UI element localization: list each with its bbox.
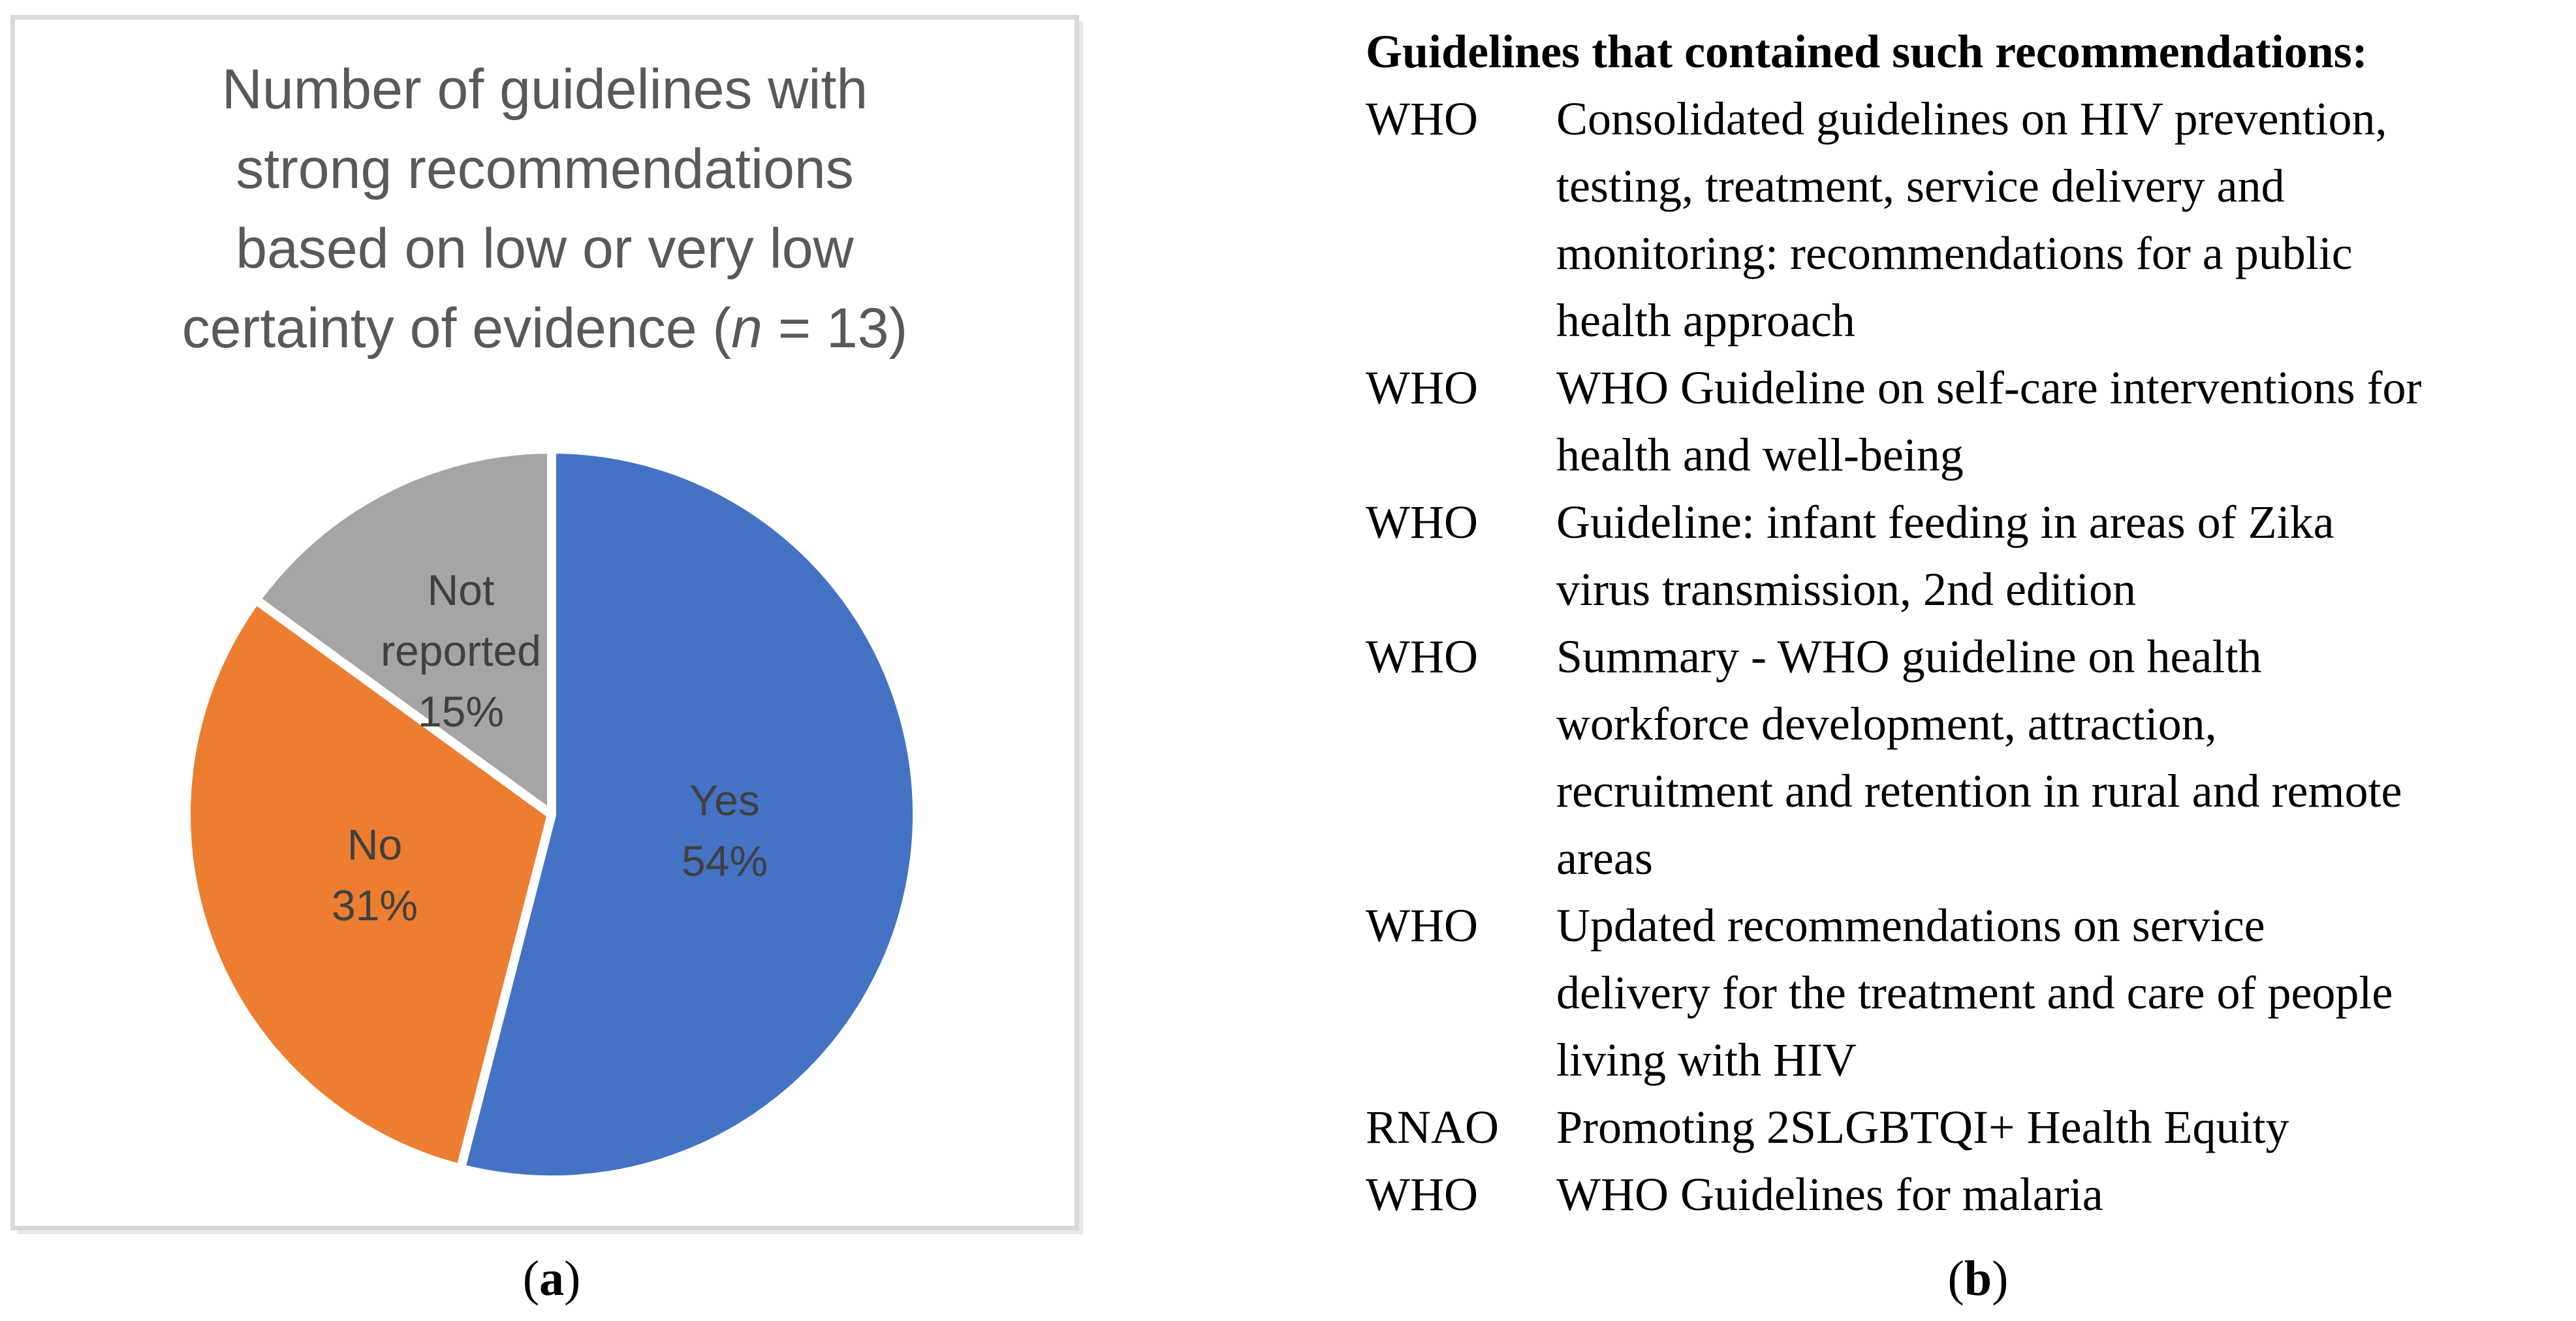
guideline-title-line: monitoring: recommendations for a public xyxy=(1556,227,2353,279)
pie-label-line: 54% xyxy=(681,837,768,885)
pie-label-yes: Yes 54% xyxy=(627,770,823,892)
chart-title-line: certainty of evidence (n = 13) xyxy=(15,288,1075,368)
guideline-title-line: health approach xyxy=(1556,294,1855,347)
caption-b-letter: b xyxy=(1964,1251,1992,1306)
pie-label-line: reported xyxy=(381,627,541,675)
guideline-title: Updated recommendations on service delive… xyxy=(1556,892,2393,1094)
guideline-org: WHO xyxy=(1366,496,1478,548)
guideline-title-line: health and well-being xyxy=(1556,429,1964,481)
pie-label-not-reported: Not reported 15% xyxy=(330,560,591,742)
guideline-title-line: Promoting 2SLGBTQI+ Health Equity xyxy=(1556,1101,2289,1153)
guideline-row: WHO Guideline: infant feeding in areas of… xyxy=(1366,489,2560,623)
pie-label-line: Not xyxy=(427,566,495,614)
guideline-title: WHO Guideline on self-care interventions… xyxy=(1556,354,2422,489)
chart-title-n-italic: n xyxy=(731,297,762,360)
guideline-row: WHO Consolidated guidelines on HIV preven… xyxy=(1366,85,2560,354)
guideline-title-line: recruitment and retention in rural and r… xyxy=(1556,765,2402,817)
guideline-org: RNAO xyxy=(1366,1101,1500,1153)
guideline-title: WHO Guidelines for malaria xyxy=(1556,1161,2103,1228)
pie-label-line: 15% xyxy=(417,687,505,736)
pie-label-line: Yes xyxy=(689,776,760,824)
guideline-title: Promoting 2SLGBTQI+ Health Equity xyxy=(1556,1094,2289,1161)
chart-title-line4-post: = 13) xyxy=(762,297,908,360)
pie-label-no: No 31% xyxy=(277,815,473,936)
guideline-row: WHO WHO Guidelines for malaria xyxy=(1366,1161,2560,1228)
caption-b-open: ( xyxy=(1947,1251,1964,1306)
guideline-org: WHO xyxy=(1366,899,1478,952)
caption-b-close: ) xyxy=(1992,1251,2009,1306)
guideline-title-line: Summary - WHO guideline on health xyxy=(1556,630,2262,683)
chart-title-line: Number of guidelines with xyxy=(221,58,868,121)
guideline-title-line: living with HIV xyxy=(1556,1034,1857,1086)
guideline-rows: WHO Consolidated guidelines on HIV preven… xyxy=(1366,85,2560,1228)
chart-title-line4-pre: certainty of evidence ( xyxy=(181,297,732,360)
guideline-title-line: Guideline: infant feeding in areas of Zi… xyxy=(1556,496,2334,548)
guideline-title-line: areas xyxy=(1556,832,1653,884)
guideline-title-line: virus transmission, 2nd edition xyxy=(1556,563,2136,615)
guideline-row: WHO Summary - WHO guideline on health work… xyxy=(1366,623,2560,892)
guideline-org: WHO xyxy=(1366,93,1478,145)
caption-a-letter: a xyxy=(539,1251,564,1306)
guideline-row: WHO WHO Guideline on self-care interventi… xyxy=(1366,354,2560,489)
guideline-org: WHO xyxy=(1366,1168,1478,1220)
guideline-title-line: workforce development, attraction, xyxy=(1556,698,2217,750)
guideline-row: WHO Updated recommendations on service del… xyxy=(1366,892,2560,1094)
guideline-org: WHO xyxy=(1366,362,1478,414)
chart-title-line: based on low or very low xyxy=(236,217,854,280)
guideline-title-line: delivery for the treatment and care of p… xyxy=(1556,967,2393,1019)
guideline-org: WHO xyxy=(1366,630,1478,683)
caption-a: (a) xyxy=(356,1243,747,1314)
caption-a-close: ) xyxy=(564,1251,581,1306)
caption-b: (b) xyxy=(1782,1243,2174,1314)
guideline-title: Guideline: infant feeding in areas of Zi… xyxy=(1556,489,2334,623)
guideline-title-line: Updated recommendations on service xyxy=(1556,899,2265,952)
guideline-title-line: WHO Guideline on self-care interventions… xyxy=(1556,362,2422,414)
guideline-title-line: testing, treatment, service delivery and xyxy=(1556,160,2285,212)
guideline-title: Summary - WHO guideline on health workfor… xyxy=(1556,623,2402,892)
guideline-title: Consolidated guidelines on HIV preventio… xyxy=(1556,85,2387,354)
guideline-list-panel: Guidelines that contained such recommend… xyxy=(1366,18,2560,1228)
pie-label-line: No xyxy=(347,820,403,869)
guideline-title-line: WHO Guidelines for malaria xyxy=(1556,1168,2103,1220)
chart-title: Number of guidelines with strong recomme… xyxy=(15,50,1075,368)
pie-label-line: 31% xyxy=(331,881,418,929)
guideline-row: RNAO Promoting 2SLGBTQI+ Health Equity xyxy=(1366,1094,2560,1161)
caption-a-open: ( xyxy=(522,1251,539,1306)
chart-title-line: strong recommendations xyxy=(236,138,854,200)
guideline-list-heading: Guidelines that contained such recommend… xyxy=(1366,25,2368,78)
guideline-title-line: Consolidated guidelines on HIV preventio… xyxy=(1556,93,2387,145)
